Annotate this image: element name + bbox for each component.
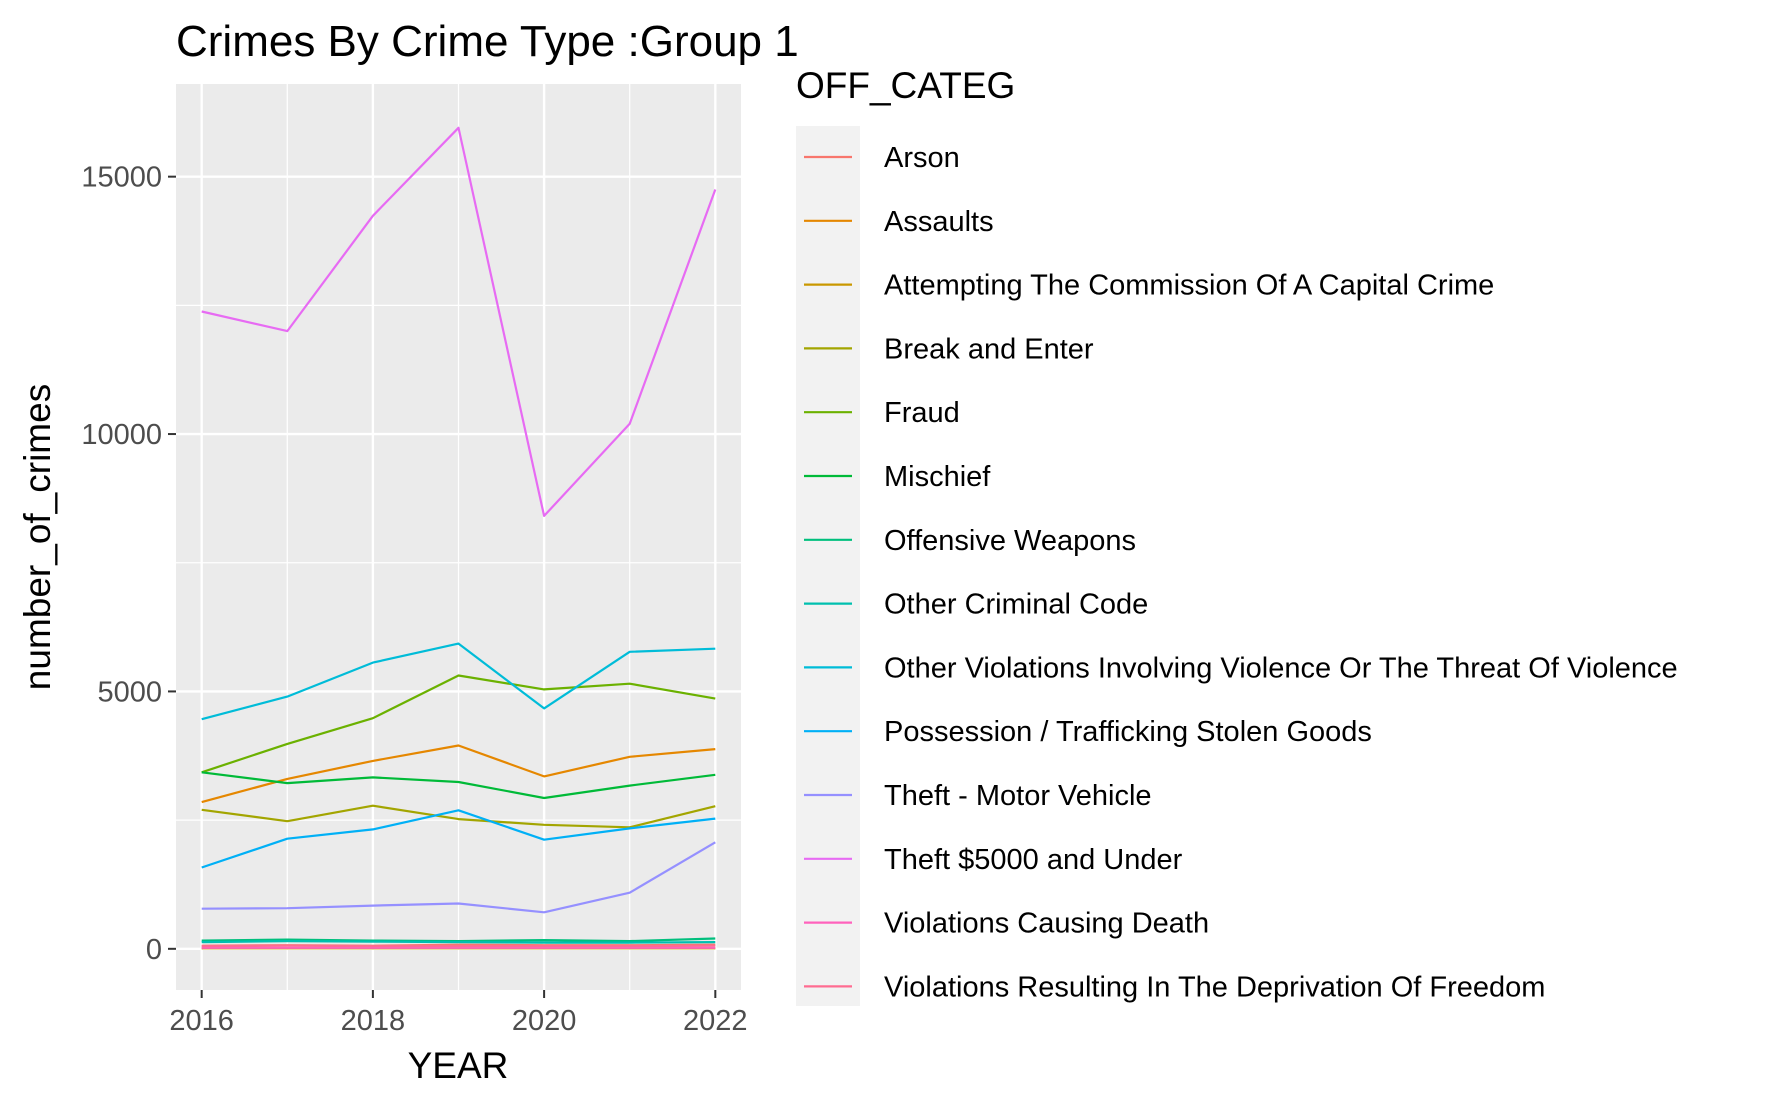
legend-label-9: Possession / Trafficking Stolen Goods [884,716,1372,748]
series-line-10 [201,841,716,914]
x-axis-ticks: 2016 2018 2020 2022 [169,990,748,1037]
series-line-13 [201,944,716,948]
y-tick-label: 0 [146,934,162,966]
legend-label-6: Offensive Weapons [884,525,1136,557]
y-tick-label: 10000 [81,419,162,451]
series-line-4 [201,674,716,774]
chart-title: Crimes By Crime Type :Group 1 [176,17,799,66]
legend-label-5: Mischief [884,461,991,493]
x-tick-label: 2022 [683,1005,748,1037]
legend-label-11: Theft $5000 and Under [884,844,1183,876]
series-line-8 [201,642,716,721]
legend-title: OFF_CATEG [796,65,1015,106]
legend-label-3: Break and Enter [884,333,1094,365]
legend-label-12: Violations Causing Death [884,908,1209,940]
legend-key-panel [796,126,860,1006]
series-line-9 [201,809,716,869]
x-tick-label: 2016 [169,1005,234,1037]
legend: OFF_CATEG Arson Assaults Attempting The Co… [796,65,1678,1006]
legend-label-2: Attempting The Commission Of A Capital C… [884,270,1494,302]
y-tick-label: 15000 [81,162,162,194]
series-line-5 [201,771,716,800]
legend-label-8: Other Violations Involving Violence Or T… [884,652,1678,684]
legend-label-0: Arson [884,142,960,174]
x-axis-title: YEAR [408,1045,509,1086]
series-line-7 [201,939,716,944]
y-tick-label: 5000 [97,676,162,708]
legend-label-4: Fraud [884,397,960,429]
series-line-11 [201,126,717,518]
legend-label-10: Theft - Motor Vehicle [884,780,1152,812]
legend-label-1: Assaults [884,206,994,238]
x-tick-label: 2018 [341,1005,406,1037]
legend-label-7: Other Criminal Code [884,589,1148,621]
series-line-1 [201,744,716,804]
y-axis-title: number_of_crimes [17,384,58,690]
x-tick-label: 2020 [512,1005,577,1037]
legend-label-13: Violations Resulting In The Deprivation … [884,971,1545,1003]
series-lines [201,126,717,950]
y-axis-ticks: 0 5000 10000 15000 [81,162,176,966]
